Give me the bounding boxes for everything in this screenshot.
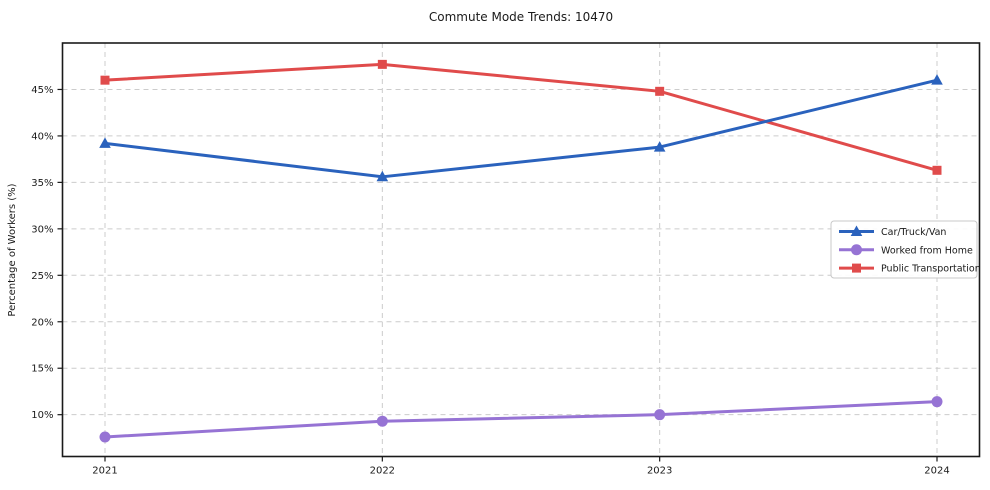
data-point-worked-from-home [376, 415, 388, 427]
series-line-worked-from-home [103, 400, 939, 439]
y-tick-label: 20% [31, 317, 53, 328]
legend-label: Worked from Home [881, 245, 973, 256]
legend-entry-car-truck-van: Car/Truck/Van [839, 225, 946, 238]
legend-box [830, 220, 978, 279]
x-tick-label: 2022 [370, 466, 395, 477]
legend-marker-triangle [850, 225, 863, 236]
data-point-public-transportation [932, 165, 942, 175]
x-tick-label: 2021 [92, 466, 117, 477]
x-tick-label: 2024 [924, 466, 949, 477]
legend-marker-square [852, 263, 861, 273]
data-point-public-transportation [655, 86, 665, 96]
data-point-car-truck-van [376, 170, 389, 182]
x-tick-label: 2023 [647, 466, 672, 477]
data-point-worked-from-home [99, 431, 111, 443]
axes-layer: 10% 15% 20% 25% 30% 35% 40% 45% 2021 2022 2023 2024 [31, 42, 981, 477]
y-tick-label: 15% [31, 364, 53, 375]
data-point-public-transportation [100, 75, 110, 85]
y-tick-label: 25% [31, 271, 53, 282]
legend-entry-public-transportation: Public Transportation [839, 263, 981, 275]
series-worked-from-home [99, 396, 943, 443]
chart-title: Commute Mode Trends: 10470 [429, 10, 613, 24]
grid-layer [62, 43, 980, 457]
series-car-truck-van [99, 74, 943, 182]
data-point-car-truck-van [99, 137, 111, 148]
y-tick-label: 10% [31, 410, 53, 421]
series-layer [99, 59, 943, 443]
legend-marker-circle [851, 244, 862, 256]
y-tick-label: 40% [31, 131, 53, 142]
data-point-public-transportation [377, 59, 387, 69]
legend-label: Car/Truck/Van [881, 227, 946, 238]
legend: Car/Truck/Van Worked from Home Public Tran… [830, 220, 981, 279]
y-tick-label: 35% [31, 178, 53, 189]
series-line-car-truck-van [103, 78, 939, 179]
data-point-worked-from-home [654, 409, 666, 421]
series-public-transportation [100, 59, 942, 175]
y-tick-label: 45% [31, 85, 53, 96]
plot-border [61, 42, 981, 458]
legend-label: Public Transportation [881, 264, 981, 275]
data-point-worked-from-home [931, 396, 943, 408]
data-point-car-truck-van [653, 141, 666, 152]
y-axis-label: Percentage of Workers (%) [7, 183, 18, 316]
data-point-car-truck-van [931, 74, 943, 85]
legend-entry-worked-from-home: Worked from Home [839, 244, 973, 256]
series-line-public-transportation [103, 62, 939, 172]
y-tick-label: 30% [31, 224, 53, 235]
